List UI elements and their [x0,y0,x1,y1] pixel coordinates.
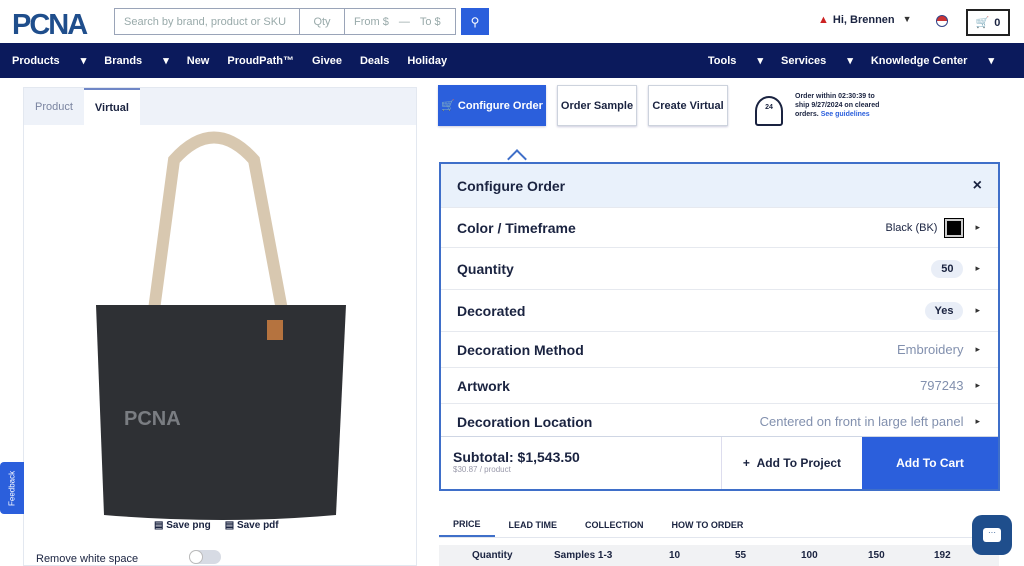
tab-price[interactable]: PRICE [439,512,495,537]
pcna-logo[interactable]: PCNA [12,9,88,41]
subtotal[interactable]: Subtotal: $1,543.50 $30.87 / product [441,437,722,489]
save-png-link[interactable]: ▤ Save png [154,520,211,531]
order-sample-button[interactable]: Order Sample [557,85,637,126]
nav-products[interactable]: Products ▾ [12,55,87,67]
tab-lead-time[interactable]: LEAD TIME [508,519,558,530]
nav-deals[interactable]: Deals [359,54,390,67]
cart-button[interactable]: 🛒 0 [966,9,1010,36]
add-to-cart-button[interactable]: Add To Cart [862,437,998,489]
guidelines-link[interactable]: See guidelines [820,111,870,118]
cart-icon: 🛒 [975,17,990,29]
ship-deadline-text: Order within 02:30:39 to ship 9/27/2024 … [795,93,880,118]
feedback-tab[interactable]: Feedback [0,462,24,514]
color-swatch [944,217,965,238]
search-button[interactable]: ⚲ [461,8,489,35]
nav-new[interactable]: New [186,54,210,67]
col-header: 150 [868,550,885,561]
us-flag-icon[interactable] [936,15,948,27]
nav-proudpath[interactable]: ProudPath™ [227,54,294,67]
tote-bag-image: PCNA [96,131,346,520]
search-bar: Search by brand, product or SKU Qty From… [114,8,456,35]
tab-how-to-order[interactable]: HOW TO ORDER [671,519,744,530]
bag-imprint: PCNA [124,408,181,430]
cart-icon: 🛒 [441,100,458,112]
tab-product[interactable]: Product [35,100,73,113]
search-input[interactable]: Search by brand, product or SKU [115,9,300,34]
nav-givee[interactable]: Givee [312,54,342,67]
price-from-input[interactable]: From $ [354,15,389,28]
col-header: 192 [934,550,951,561]
configure-order-panel: Configure Order × Color / Timeframe Black … [439,162,1000,491]
nav-knowledge-center[interactable]: Knowledge Center ▾ [870,55,994,67]
chat-icon: ··· [983,528,1001,542]
row-color[interactable]: Color / Timeframe Black (BK) ▸ [441,207,998,247]
configure-order-button[interactable]: 🛒 Configure Order [438,85,546,126]
nav-tools[interactable]: Tools ▾ [707,55,763,67]
tab-collection[interactable]: COLLECTION [585,519,644,530]
row-decorated[interactable]: Decorated Yes ▸ [441,289,998,331]
col-header: Samples 1-3 [554,550,613,561]
col-header: 100 [801,550,818,561]
qty-input[interactable]: Qty [300,9,345,34]
panel-title: Configure Order [457,177,566,194]
nav-services[interactable]: Services ▾ [781,55,853,67]
24hr-shipping-icon: 24 [755,96,783,126]
price-tabs: PRICE LEAD TIME COLLECTION HOW TO ORDER [439,512,999,538]
account-menu[interactable]: ▲ Hi, Brennen ▼ [818,14,912,26]
save-pdf-link[interactable]: ▤ Save pdf [224,520,279,531]
col-header: 10 [669,550,681,561]
dash: — [398,15,410,28]
cart-count: 0 [994,16,1001,29]
col-header: 55 [735,550,747,561]
row-artwork[interactable]: Artwork 797243 ▸ [441,367,998,403]
row-decoration-method[interactable]: Decoration Method Embroidery ▸ [441,331,998,367]
tab-virtual[interactable]: Virtual [83,88,140,125]
user-greeting: Hi, Brennen [832,14,895,26]
product-image-panel: Product Virtual PCNA ▤ Save png ▤ Save p… [23,87,417,566]
close-icon[interactable]: × [972,176,982,194]
chat-button[interactable]: ··· [972,515,1012,555]
remove-white-space-label: Remove white space [36,553,139,565]
search-icon: ⚲ [470,14,480,29]
nav-brands[interactable]: Brands ▾ [104,55,169,67]
create-virtual-button[interactable]: Create Virtual [648,85,728,126]
row-decoration-location[interactable]: Decoration Location Centered on front in … [441,403,998,439]
price-to-input[interactable]: To $ [419,15,441,28]
main-nav: Products ▾ Brands ▾ New ProudPath™ Givee… [0,43,1024,78]
alert-user-icon: ▲ [818,14,829,26]
remove-white-space-toggle[interactable] [189,550,221,564]
row-quantity[interactable]: Quantity 50 ▸ [441,247,998,289]
add-to-project-button[interactable]: + Add To Project [742,456,842,470]
nav-holiday[interactable]: Holiday [407,54,448,67]
price-table-header: Quantity Samples 1-3 10 55 100 150 192 [439,545,999,566]
col-header: Quantity [472,550,513,561]
